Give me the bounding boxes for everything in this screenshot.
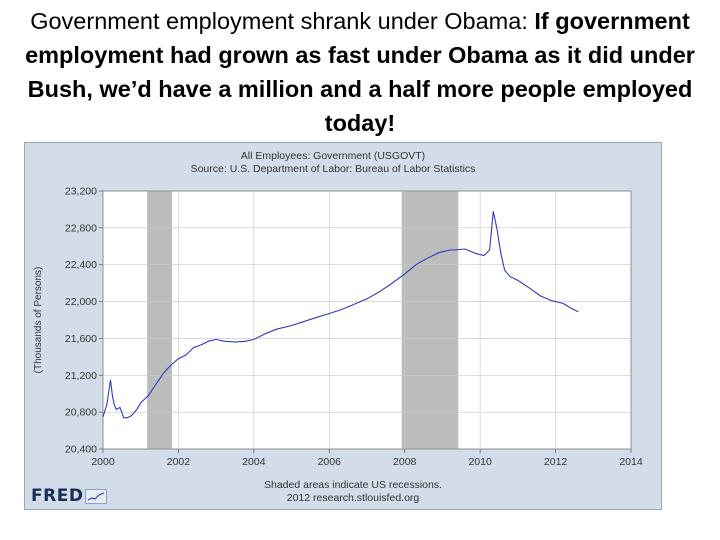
x-tick-label: 2002 — [167, 456, 191, 468]
chart-title: All Employees: Government (USGOVT) — [241, 150, 425, 162]
chart-subtitle: Source: U.S. Department of Labor: Bureau… — [191, 163, 476, 175]
y-tick-label: 22,800 — [65, 222, 97, 234]
y-tick-label: 20,800 — [65, 407, 97, 419]
fred-source-url: 2012 research.stlouisfed.org — [287, 492, 420, 504]
series-line-usgovt — [102, 211, 579, 419]
recession-band-1 — [147, 191, 173, 449]
x-tick-label: 2014 — [619, 456, 643, 468]
y-tick-label: 20,400 — [65, 444, 97, 456]
y-axis-label: (Thousands of Persons) — [33, 267, 44, 374]
grid-lines — [103, 191, 631, 449]
x-tick-label: 2004 — [242, 456, 266, 468]
y-axis-ticks: 20,400 20,800 21,200 21,600 22,000 22,400 22,8… — [65, 186, 103, 456]
x-tick-label: 2010 — [468, 456, 492, 468]
x-tick-label: 2012 — [544, 456, 568, 468]
slide-title: Government employment shrank under Obama… — [10, 4, 710, 140]
y-tick-label: 22,400 — [65, 259, 97, 271]
recession-shading — [147, 191, 459, 449]
y-tick-label: 22,000 — [65, 296, 97, 308]
y-tick-label: 21,600 — [65, 333, 97, 345]
y-tick-label: 23,200 — [65, 186, 97, 198]
x-tick-label: 2008 — [393, 456, 417, 468]
slide-title-plain: Government employment shrank under Obama… — [30, 8, 535, 34]
x-tick-label: 2006 — [318, 456, 342, 468]
chart-thumbnail-icon — [85, 488, 108, 504]
y-tick-label: 21,200 — [65, 370, 97, 382]
recession-band-2 — [401, 191, 459, 449]
slide-title-bold: If government employment had grown as fa… — [25, 8, 695, 136]
x-axis-ticks: 2000 2002 2004 2006 2008 2010 2012 2014 — [91, 449, 643, 468]
employment-line-chart: All Employees: Government (USGOVT) Sourc… — [33, 150, 643, 504]
x-tick-label: 2000 — [91, 456, 115, 468]
fred-logo[interactable]: FRED — [31, 486, 108, 506]
fred-logo-text: FRED — [31, 486, 84, 506]
recession-note: Shaded areas indicate US recessions. — [264, 479, 442, 491]
plot-area — [102, 190, 632, 450]
fred-chart-frame: All Employees: Government (USGOVT) Sourc… — [24, 142, 662, 510]
